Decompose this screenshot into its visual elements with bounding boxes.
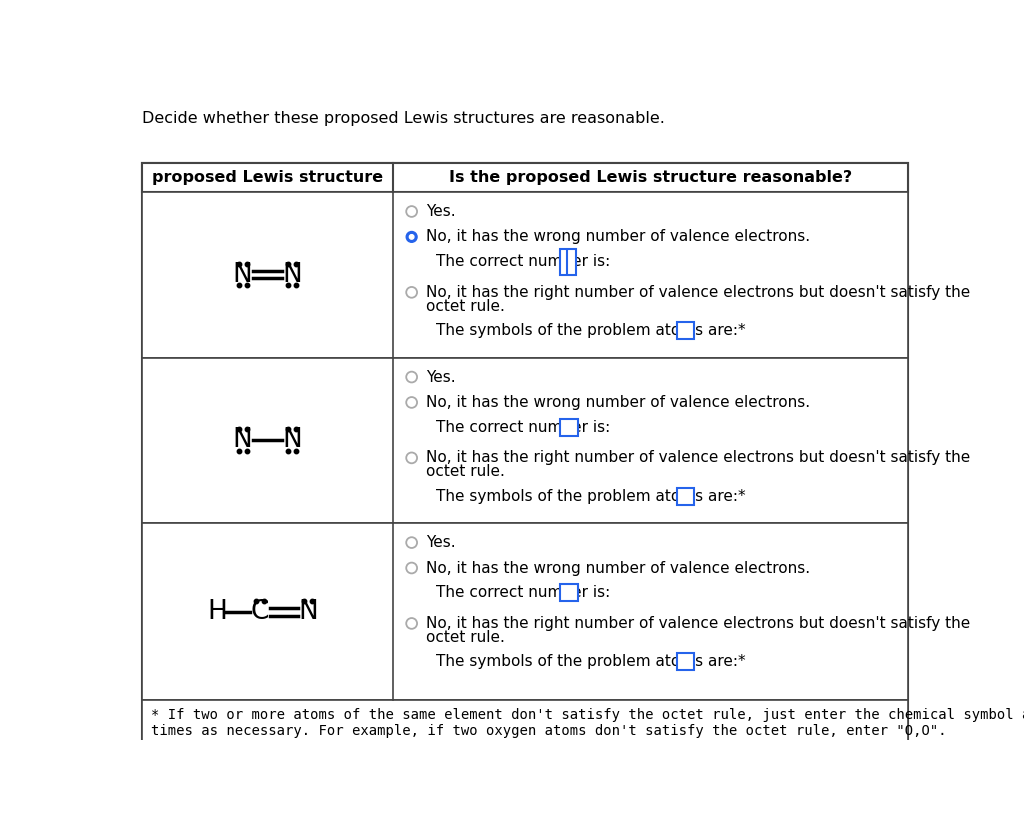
Text: The correct number is:: The correct number is: xyxy=(436,419,610,434)
Text: Decide whether these proposed Lewis structures are reasonable.: Decide whether these proposed Lewis stru… xyxy=(142,111,665,126)
Text: No, it has the wrong number of valence electrons.: No, it has the wrong number of valence e… xyxy=(426,561,810,576)
Bar xyxy=(677,322,693,339)
Circle shape xyxy=(410,235,414,239)
Text: C: C xyxy=(251,599,269,625)
Text: No, it has the wrong number of valence electrons.: No, it has the wrong number of valence e… xyxy=(426,395,810,410)
Text: Yes.: Yes. xyxy=(426,369,456,384)
Text: * If two or more atoms of the same element don't satisfy the octet rule, just en: * If two or more atoms of the same eleme… xyxy=(152,708,1024,738)
Bar xyxy=(142,192,907,358)
Bar xyxy=(142,523,907,701)
Text: proposed Lewis structure: proposed Lewis structure xyxy=(152,170,383,185)
Bar xyxy=(142,701,907,744)
Text: Yes.: Yes. xyxy=(426,535,456,550)
Circle shape xyxy=(407,562,417,573)
Text: octet rule.: octet rule. xyxy=(426,299,505,314)
Text: The symbols of the problem atoms are:*: The symbols of the problem atoms are:* xyxy=(436,655,746,670)
Circle shape xyxy=(407,372,417,383)
Circle shape xyxy=(407,287,417,298)
Text: Is the proposed Lewis structure reasonable?: Is the proposed Lewis structure reasonab… xyxy=(449,170,852,185)
Text: N: N xyxy=(232,261,253,288)
Text: The symbols of the problem atoms are:*: The symbols of the problem atoms are:* xyxy=(436,489,746,504)
Text: octet rule.: octet rule. xyxy=(426,464,505,479)
Text: N: N xyxy=(232,427,253,453)
Text: The symbols of the problem atoms are:*: The symbols of the problem atoms are:* xyxy=(436,324,746,339)
Circle shape xyxy=(407,618,417,629)
Bar xyxy=(142,163,907,192)
Bar xyxy=(560,418,578,436)
Circle shape xyxy=(407,206,417,217)
Text: No, it has the right number of valence electrons but doesn't satisfy the: No, it has the right number of valence e… xyxy=(426,616,970,631)
Bar xyxy=(560,584,578,601)
Circle shape xyxy=(407,453,417,463)
Text: The correct number is:: The correct number is: xyxy=(436,585,610,600)
Text: octet rule.: octet rule. xyxy=(426,630,505,645)
Text: H: H xyxy=(207,599,227,625)
Circle shape xyxy=(407,397,417,408)
Bar xyxy=(142,358,907,523)
Text: The correct number is:: The correct number is: xyxy=(436,254,610,269)
Bar xyxy=(677,653,693,671)
Bar xyxy=(677,488,693,505)
Text: N: N xyxy=(283,427,302,453)
Text: No, it has the right number of valence electrons but doesn't satisfy the: No, it has the right number of valence e… xyxy=(426,285,970,300)
Circle shape xyxy=(407,231,417,242)
Text: No, it has the wrong number of valence electrons.: No, it has the wrong number of valence e… xyxy=(426,230,810,245)
Text: N: N xyxy=(283,261,302,288)
Text: No, it has the right number of valence electrons but doesn't satisfy the: No, it has the right number of valence e… xyxy=(426,450,970,465)
Text: Yes.: Yes. xyxy=(426,204,456,219)
Bar xyxy=(560,250,575,275)
Circle shape xyxy=(407,537,417,548)
Text: N: N xyxy=(298,599,317,625)
